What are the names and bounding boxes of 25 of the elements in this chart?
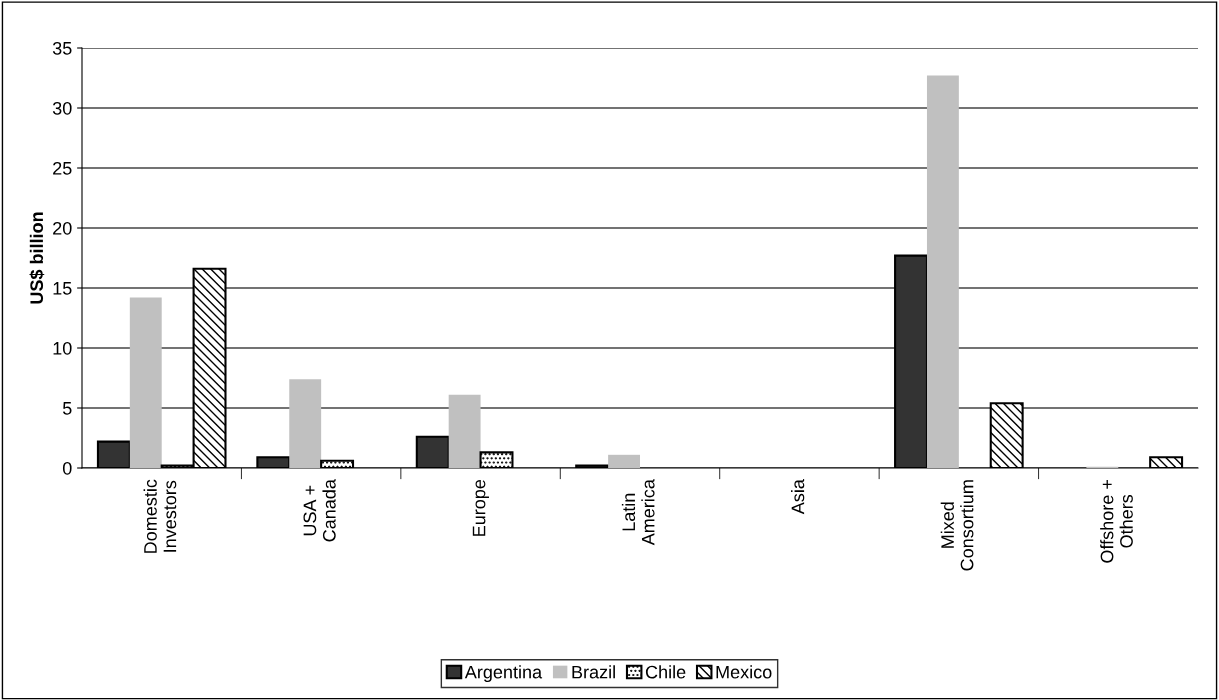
bar (129, 297, 162, 468)
y-tick-label: 15 (53, 282, 72, 295)
legend-label: Mexico (716, 665, 772, 679)
x-tick-label: Domestic Investors (143, 479, 177, 553)
x-tick-label: Asia (791, 479, 805, 515)
y-tick-label: 20 (53, 221, 72, 235)
y-tick-label: 5 (62, 402, 72, 415)
y-tick-label: 30 (52, 101, 72, 115)
y-tick-label: 25 (53, 161, 72, 175)
x-tick-label: Mixed Consortium (940, 480, 974, 571)
legend-label: Chile (645, 665, 686, 679)
x-tick-label: Europe (472, 479, 489, 536)
bar (926, 75, 959, 468)
x-tick-label: Offshore + Others (1100, 480, 1133, 563)
legend-label: Brazil (572, 665, 615, 679)
y-tick-label: 10 (53, 341, 72, 355)
bar (448, 394, 481, 468)
x-tick-label: Latin America (621, 479, 655, 546)
bar (608, 454, 640, 468)
y-tick-label: 35 (52, 41, 72, 55)
bar (289, 379, 322, 468)
y-axis-title: US$ billion (29, 212, 45, 304)
legend-label: Argentina (464, 665, 543, 683)
x-tick-label: USA + Canada (303, 479, 336, 542)
y-tick-label: 0 (62, 461, 72, 475)
